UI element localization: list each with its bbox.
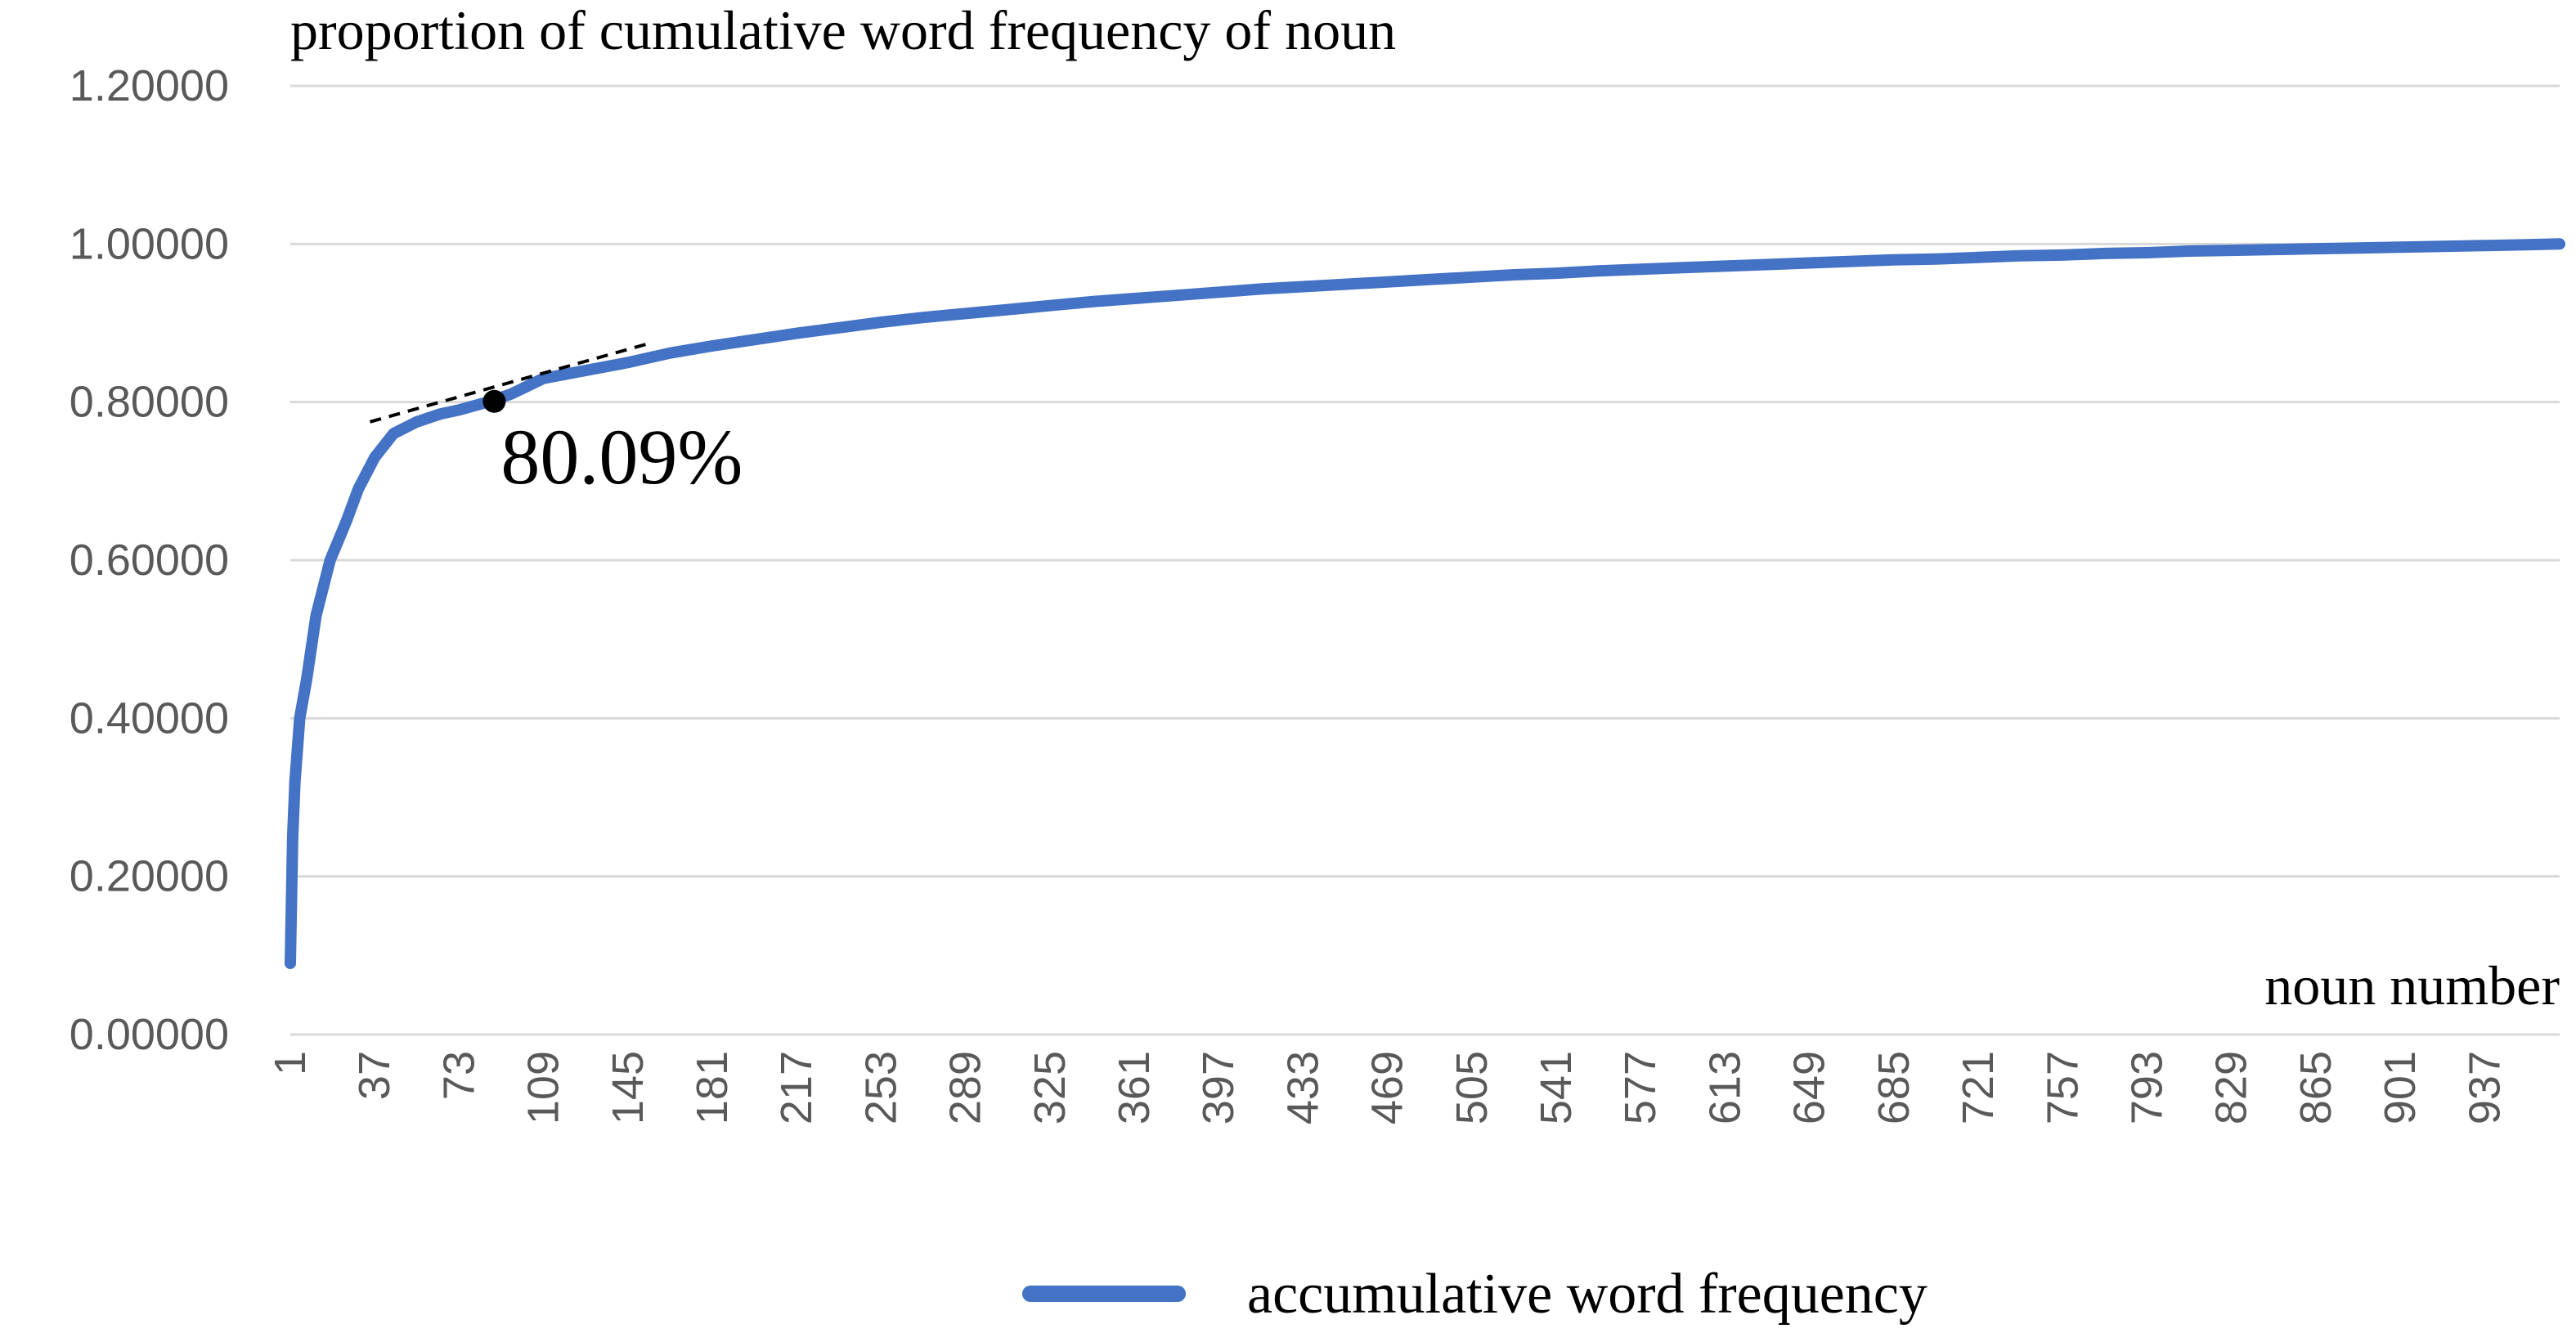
x-tick-label: 505 [1447, 1051, 1497, 1124]
x-tick-label: 901 [2376, 1051, 2425, 1124]
y-tick-label: 0.80000 [70, 378, 229, 427]
y-tick-label: 0.00000 [70, 1010, 229, 1059]
annotation-label: 80.09% [500, 413, 743, 500]
x-tick-label: 397 [1194, 1051, 1243, 1124]
x-tick-label: 289 [941, 1051, 990, 1124]
x-axis-ticks: 1 37 73 109 145 181 217 253 289 325 361 397 433 469 50… [266, 1051, 2509, 1124]
x-tick-label: 577 [1616, 1051, 1665, 1124]
y-tick-label: 0.20000 [70, 852, 229, 901]
x-tick-label: 253 [856, 1051, 905, 1124]
annotation-point [482, 389, 506, 413]
x-tick-label: 217 [772, 1051, 821, 1124]
y-tick-label: 1.00000 [70, 219, 229, 268]
x-tick-label: 793 [2122, 1051, 2171, 1124]
x-tick-label: 613 [1700, 1051, 1749, 1124]
x-tick-label: 865 [2291, 1051, 2340, 1124]
series-lines [285, 238, 2565, 969]
x-tick-label: 325 [1025, 1051, 1075, 1124]
x-tick-label: 649 [1785, 1051, 1834, 1124]
gridlines [290, 84, 2560, 1036]
x-tick-label: 145 [604, 1051, 653, 1124]
x-tick-label: 1 [266, 1051, 315, 1075]
legend-label: accumulative word frequency [1247, 1263, 1928, 1326]
x-tick-label: 685 [1869, 1051, 1919, 1124]
y-tick-label: 0.60000 [70, 536, 229, 585]
y-tick-label: 1.20000 [70, 61, 229, 110]
x-tick-label: 73 [434, 1051, 483, 1100]
x-tick-label: 721 [1954, 1051, 2003, 1124]
x-tick-label: 469 [1363, 1051, 1412, 1124]
y-tick-label: 0.40000 [70, 693, 229, 743]
y-axis-ticks: 0.00000 0.20000 0.40000 0.60000 0.80000 1.000… [70, 61, 229, 1059]
x-axis-label: noun number [2264, 954, 2560, 1017]
x-tick-label: 937 [2460, 1051, 2509, 1124]
x-tick-label: 361 [1110, 1051, 1159, 1124]
annotation: 80.09% [369, 341, 743, 500]
x-tick-label: 109 [519, 1051, 568, 1124]
tangent-line [369, 341, 653, 424]
x-tick-label: 433 [1278, 1051, 1327, 1124]
x-tick-label: 37 [350, 1051, 399, 1100]
x-tick-label: 181 [688, 1051, 737, 1124]
x-tick-label: 829 [2207, 1051, 2256, 1124]
x-tick-label: 757 [2038, 1051, 2087, 1124]
series-line [285, 238, 2565, 969]
x-tick-label: 541 [1532, 1051, 1581, 1124]
legend: accumulative word frequency [1022, 1263, 1928, 1326]
y-axis-label: proportion of cumulative word frequency … [290, 0, 1396, 61]
